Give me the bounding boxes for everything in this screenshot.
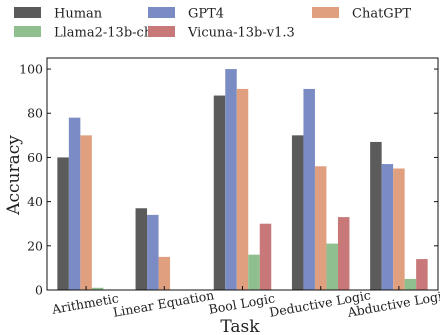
bar-gpt4-abductive-logic — [381, 164, 394, 290]
legend-swatch-llama2-13b-chat — [14, 26, 41, 37]
bar-chatgpt-arithmetic — [80, 135, 92, 290]
bar-gpt4-linear-equation — [147, 214, 159, 290]
bar-human-deductive-logic — [291, 135, 304, 290]
y-tick-label: 100 — [19, 62, 43, 77]
bar-human-bool-logic — [213, 95, 226, 290]
bar-vicuna-13b-v1-3-deductive-logic — [337, 217, 350, 290]
x-tick-label-linear-equation: Linear Equation — [112, 287, 215, 320]
legend-label-chatgpt: ChatGPT — [352, 7, 411, 22]
legend-swatch-chatgpt — [312, 7, 339, 18]
bar-chatgpt-deductive-logic — [314, 166, 327, 290]
legend-label-vicuna-13b-v1-3: Vicuna-13b-v1.3 — [187, 26, 295, 41]
bar-llama2-13b-chat-bool-logic — [248, 254, 260, 290]
legend-swatch-gpt4 — [148, 7, 175, 18]
bar-gpt4-deductive-logic — [303, 88, 315, 291]
bar-chatgpt-abductive-logic — [393, 168, 405, 290]
legend-label-gpt4: GPT4 — [188, 7, 224, 22]
y-tick-label: 0 — [35, 283, 43, 298]
bar-human-linear-equation — [135, 208, 148, 290]
bar-chatgpt-bool-logic — [236, 88, 249, 291]
y-axis-title: Accuracy — [4, 135, 24, 216]
bars — [57, 69, 428, 291]
legend-swatch-vicuna-13b-v1-3 — [148, 26, 175, 37]
bar-human-arithmetic — [57, 157, 69, 290]
bar-gpt4-arithmetic — [68, 117, 81, 290]
bar-human-abductive-logic — [370, 141, 382, 290]
legend-label-llama2-13b-chat: Llama2-13b-chat — [54, 26, 166, 41]
x-tick-label-bool-logic: Bool Logic — [207, 290, 276, 316]
bar-llama2-13b-chat-arithmetic — [91, 287, 104, 290]
y-tick-label: 80 — [27, 106, 43, 121]
bar-llama2-13b-chat-abductive-logic — [404, 278, 417, 290]
x-axis-title: Task — [220, 317, 260, 335]
y-tick-label: 40 — [27, 194, 43, 209]
y-tick-label: 60 — [27, 150, 43, 165]
bar-vicuna-13b-v1-3-abductive-logic — [416, 259, 428, 290]
y-tick-label: 20 — [27, 238, 43, 253]
legend-swatch-human — [14, 7, 41, 18]
bar-chatgpt-linear-equation — [158, 256, 171, 290]
bar-llama2-13b-chat-deductive-logic — [326, 243, 338, 290]
legend: Human GPT4 ChatGPT Llama2-13b-chat Vicuna-13… — [14, 7, 411, 41]
bar-gpt4-bool-logic — [225, 69, 237, 290]
legend-label-human: Human — [54, 7, 103, 22]
bar-vicuna-13b-v1-3-bool-logic — [259, 223, 272, 290]
x-tick-label-arithmetic: Arithmetic — [50, 290, 120, 317]
